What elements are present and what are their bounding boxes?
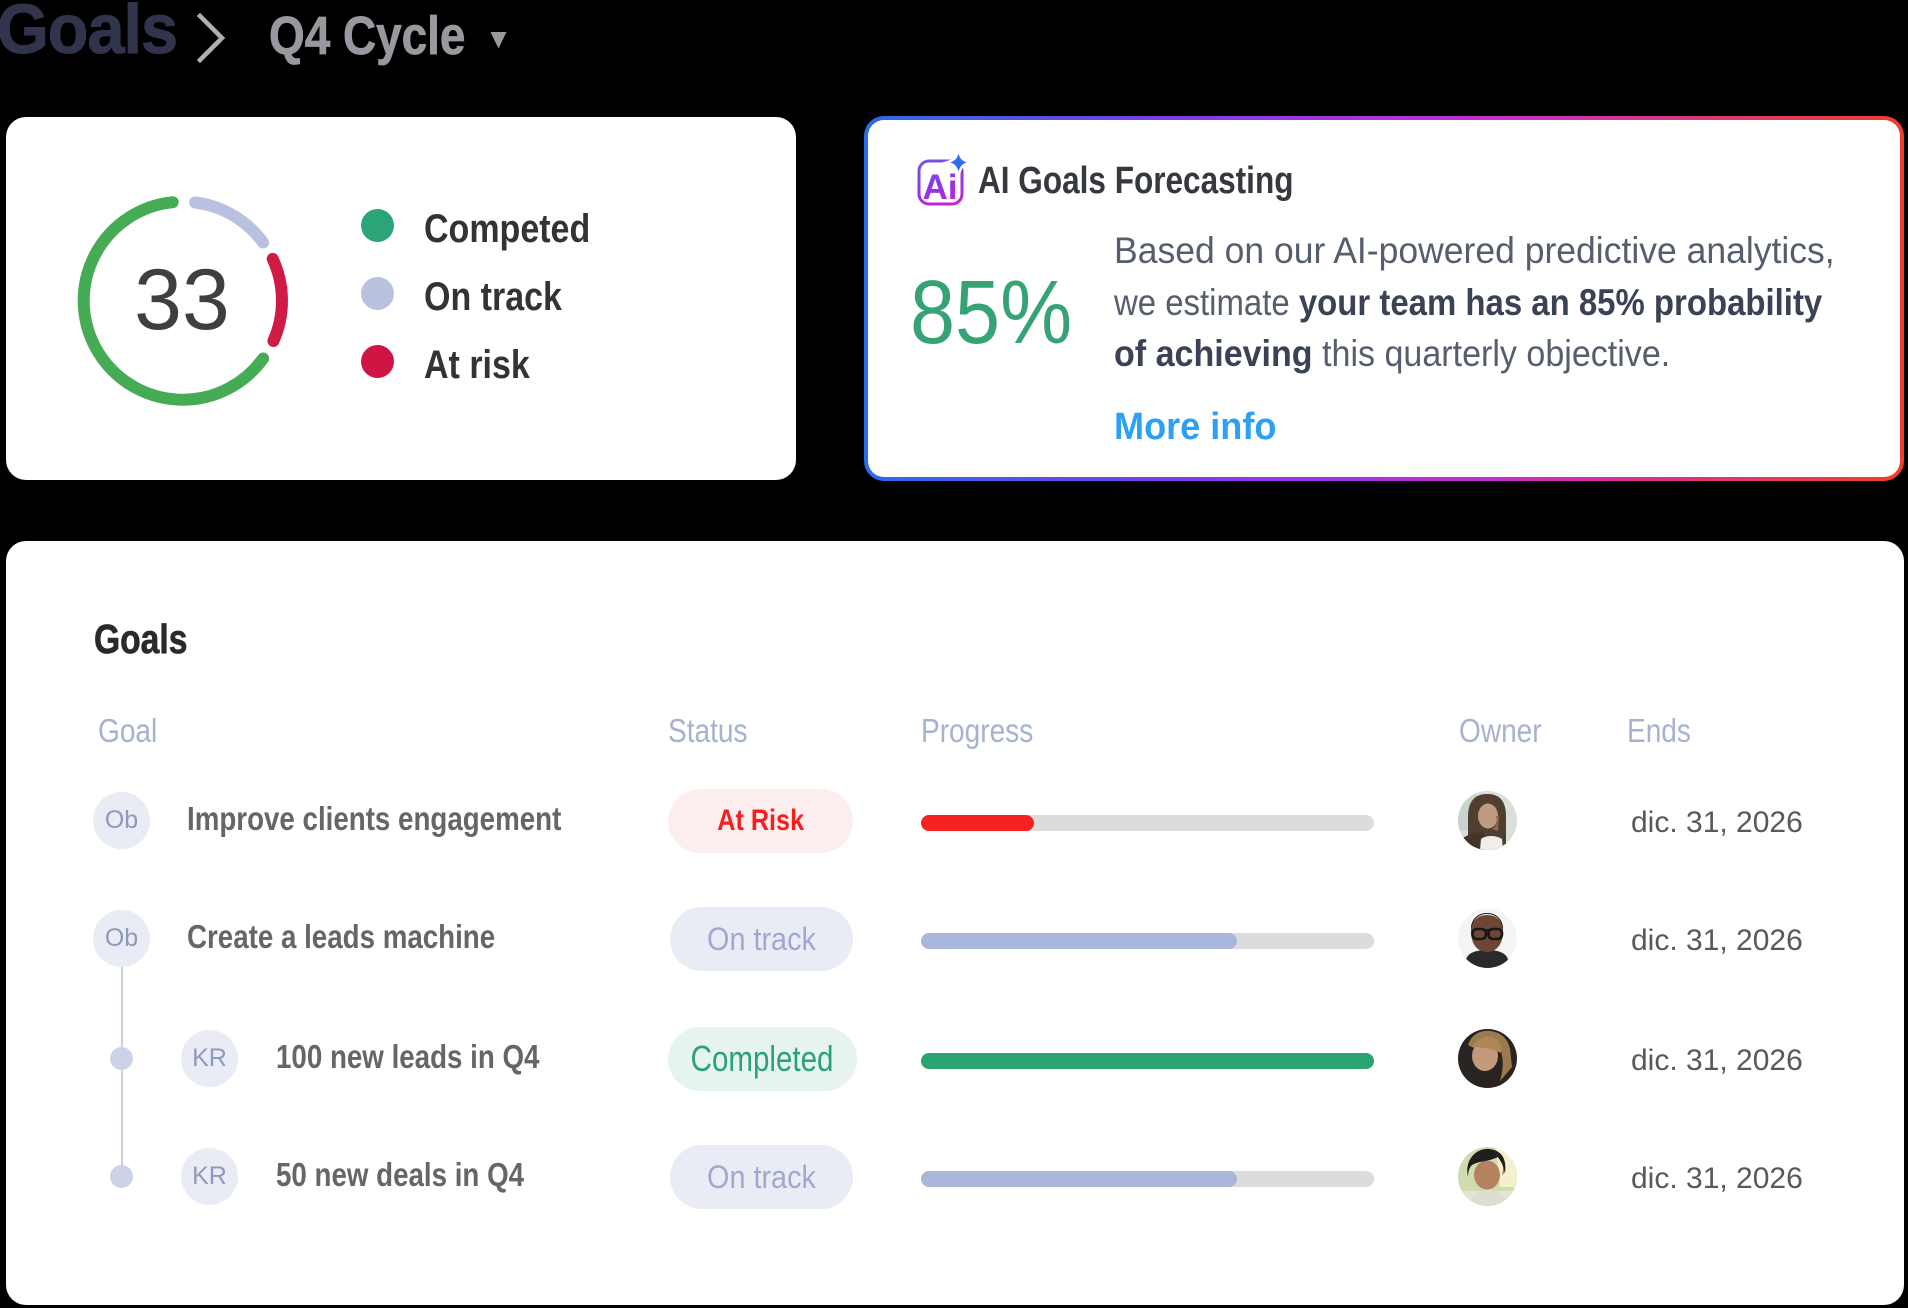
svg-text:Ai: Ai	[923, 168, 958, 207]
